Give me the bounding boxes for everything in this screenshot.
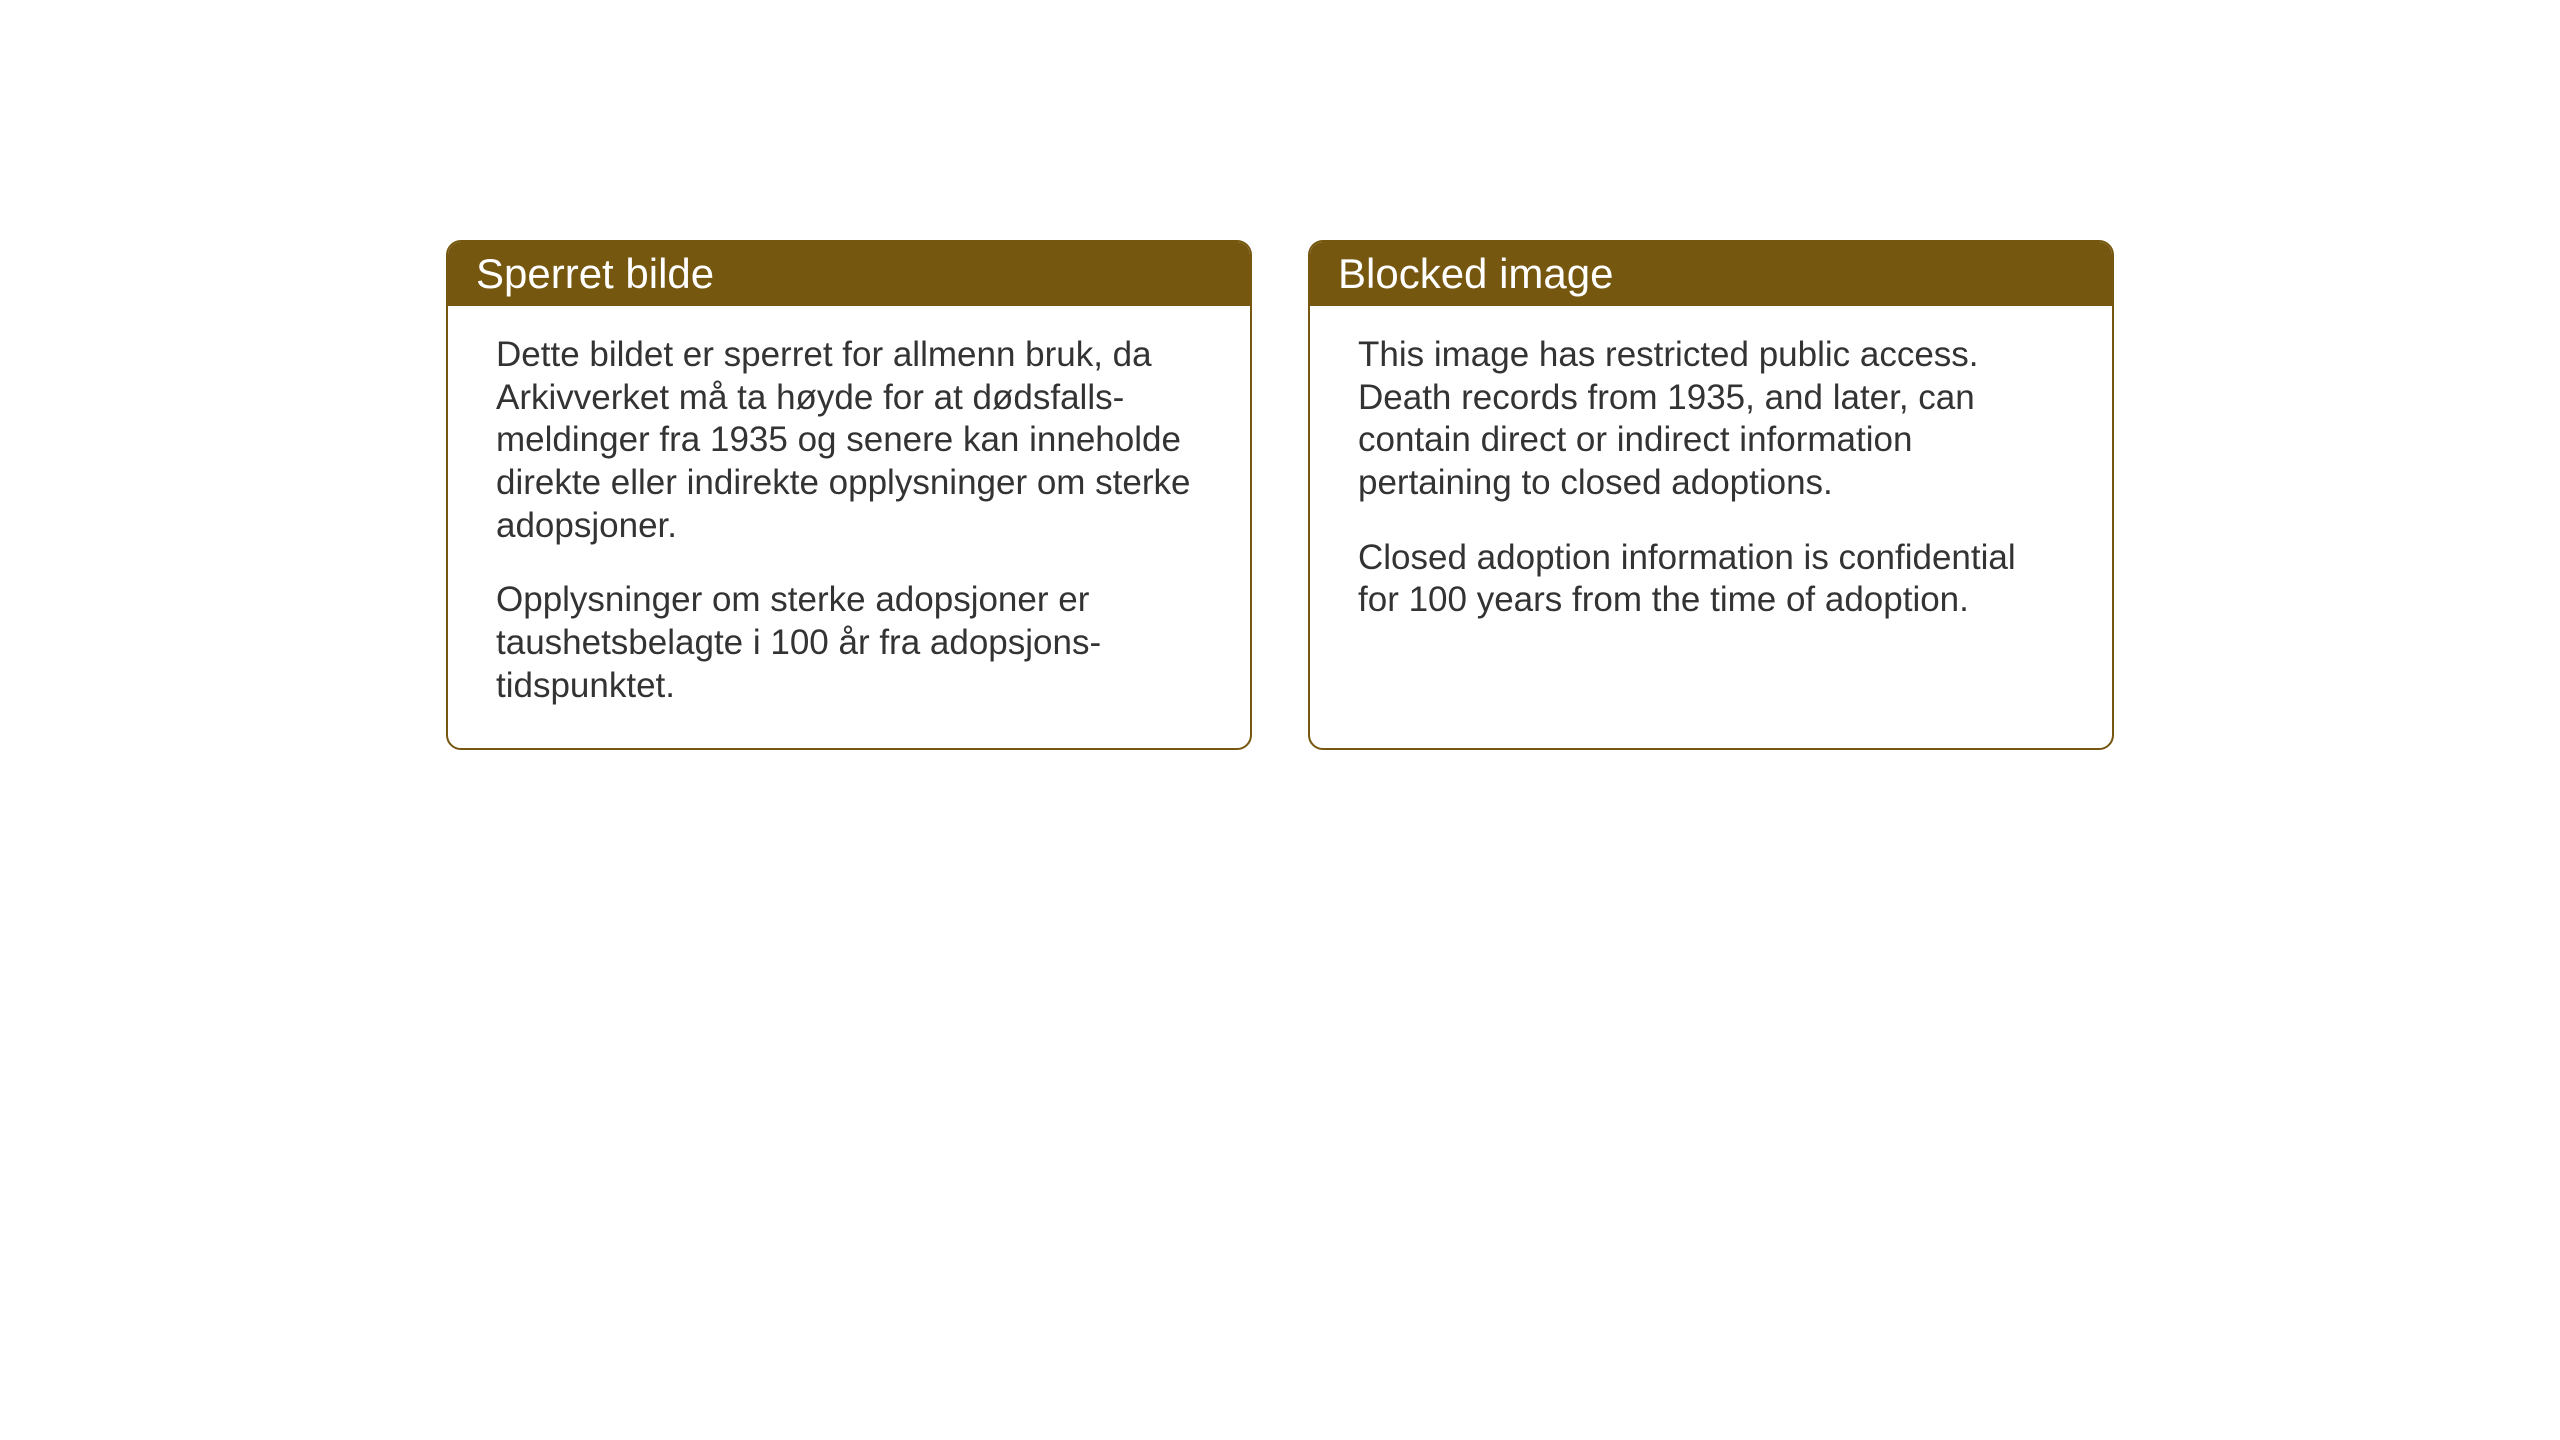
card-header-english: Blocked image bbox=[1310, 242, 2112, 306]
card-paragraph2-english: Closed adoption information is confident… bbox=[1358, 537, 2064, 622]
card-header-norwegian: Sperret bilde bbox=[448, 242, 1250, 306]
card-title-norwegian: Sperret bilde bbox=[476, 250, 714, 297]
card-title-english: Blocked image bbox=[1338, 250, 1613, 297]
info-card-english: Blocked image This image has restricted … bbox=[1308, 240, 2114, 750]
card-paragraph1-english: This image has restricted public access.… bbox=[1358, 334, 2064, 505]
card-body-english: This image has restricted public access.… bbox=[1310, 306, 2112, 662]
cards-container: Sperret bilde Dette bildet er sperret fo… bbox=[446, 240, 2114, 750]
card-body-norwegian: Dette bildet er sperret for allmenn bruk… bbox=[448, 306, 1250, 748]
card-paragraph2-norwegian: Opplysninger om sterke adopsjoner er tau… bbox=[496, 579, 1202, 707]
info-card-norwegian: Sperret bilde Dette bildet er sperret fo… bbox=[446, 240, 1252, 750]
card-paragraph1-norwegian: Dette bildet er sperret for allmenn bruk… bbox=[496, 334, 1202, 547]
